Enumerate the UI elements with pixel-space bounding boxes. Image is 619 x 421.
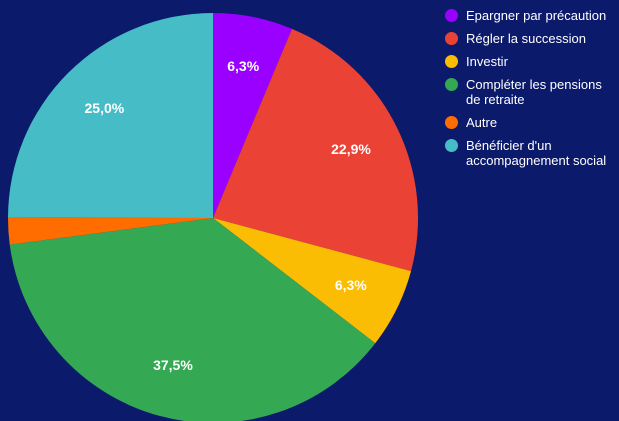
data-label: 25,0% xyxy=(85,100,125,116)
legend-swatch xyxy=(445,32,458,45)
legend-item: Epargner par précaution xyxy=(440,8,619,23)
data-label: 22,9% xyxy=(331,141,371,157)
legend-item: Régler la succession xyxy=(440,31,619,46)
legend-item: Compléter les pensions de retraite xyxy=(440,77,619,107)
pie-slice xyxy=(8,13,213,218)
legend-label: Compléter les pensions de retraite xyxy=(466,77,602,107)
data-label: 37,5% xyxy=(153,357,193,373)
legend-label: Régler la succession xyxy=(466,31,586,46)
pie-slice xyxy=(213,218,412,344)
pie-slice xyxy=(213,13,292,218)
legend-label: Investir xyxy=(466,54,508,69)
legend-label: Autre xyxy=(466,115,498,130)
legend-swatch xyxy=(445,78,458,91)
pie-slice xyxy=(9,218,376,421)
legend-item: Investir xyxy=(440,54,619,69)
legend-label: Epargner par précaution xyxy=(466,8,607,23)
data-label: 6,3% xyxy=(227,58,259,74)
legend-swatch xyxy=(445,55,458,68)
pie-chart: 6,3% 22,9% 6,3% 37,5% 25,0% xyxy=(8,13,418,421)
legend-label: Bénéficier d'un accompagnement social xyxy=(466,138,607,168)
legend-swatch xyxy=(445,9,458,22)
data-label: 6,3% xyxy=(335,277,367,293)
legend-swatch xyxy=(445,139,458,152)
legend-item: Autre xyxy=(440,115,619,130)
legend: Epargner par précaution Régler la success… xyxy=(440,8,619,168)
pie-slice xyxy=(213,28,418,272)
pie-slice xyxy=(8,217,214,245)
legend-item: Bénéficier d'un accompagnement social xyxy=(440,138,619,168)
legend-swatch xyxy=(445,116,458,129)
